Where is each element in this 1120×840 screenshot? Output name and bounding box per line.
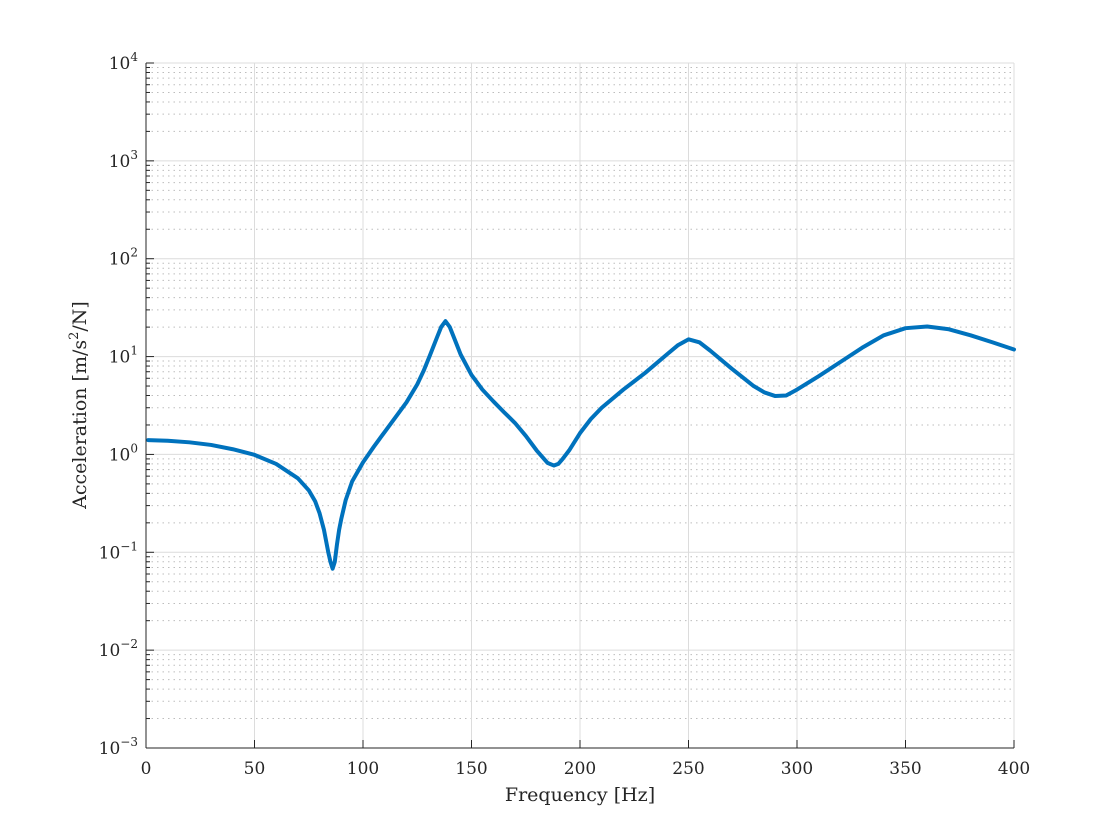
series-layer	[146, 319, 1016, 571]
y-tick-label-base: 10	[99, 641, 121, 661]
y-tick-label: 103	[109, 148, 138, 172]
axes	[145, 62, 1015, 749]
x-tick-label: 0	[141, 759, 152, 779]
y-axis-label-unit: /N]	[69, 301, 91, 331]
y-tick-label: 100	[109, 441, 138, 465]
y-tick-label-exponent: −2	[120, 637, 138, 651]
series-line	[146, 319, 1016, 571]
x-tick-label: 150	[455, 759, 487, 779]
major-grid	[145, 62, 1015, 749]
tick-labels: 0 50 100 150 200 250 300 350 4001041031021011001…	[99, 50, 1031, 779]
x-tick-label: 200	[564, 759, 596, 779]
x-tick-label: 250	[672, 759, 704, 779]
y-tick-label-base: 10	[109, 54, 131, 74]
x-tick-label: 350	[889, 759, 921, 779]
y-tick-label-exponent: 2	[130, 246, 138, 260]
y-tick-label: 10−3	[99, 735, 138, 759]
y-tick-label: 104	[109, 50, 139, 74]
y-tick-label-base: 10	[99, 543, 121, 563]
y-tick-label-base: 10	[109, 348, 131, 368]
y-tick-label-exponent: −3	[120, 735, 138, 749]
y-tick-label: 10−2	[99, 637, 138, 661]
x-tick-label: 400	[998, 759, 1030, 779]
x-axis-label: Frequency [Hz]	[505, 784, 655, 806]
y-tick-label: 102	[109, 246, 138, 270]
y-tick-label-base: 10	[109, 445, 131, 465]
y-axis-label-sup: 2	[67, 332, 82, 340]
y-tick-label: 10−1	[99, 539, 138, 563]
y-tick-label-base: 10	[99, 739, 121, 759]
y-tick-label-base: 10	[109, 250, 131, 270]
y-tick-label-exponent: 4	[130, 50, 138, 64]
x-tick-label: 50	[244, 759, 266, 779]
y-tick-label: 101	[109, 344, 138, 368]
x-tick-label: 100	[347, 759, 379, 779]
y-tick-label-exponent: 0	[130, 441, 138, 455]
y-axis-label-main: Acceleration [m/s	[69, 340, 91, 510]
y-tick-label-base: 10	[109, 152, 131, 172]
y-axis-label: Acceleration [m/s2/N]	[67, 301, 91, 510]
y-tick-label-exponent: 3	[130, 148, 138, 162]
y-tick-label-exponent: 1	[130, 344, 138, 358]
y-tick-label-exponent: −1	[120, 539, 138, 553]
x-tick-label: 300	[781, 759, 813, 779]
